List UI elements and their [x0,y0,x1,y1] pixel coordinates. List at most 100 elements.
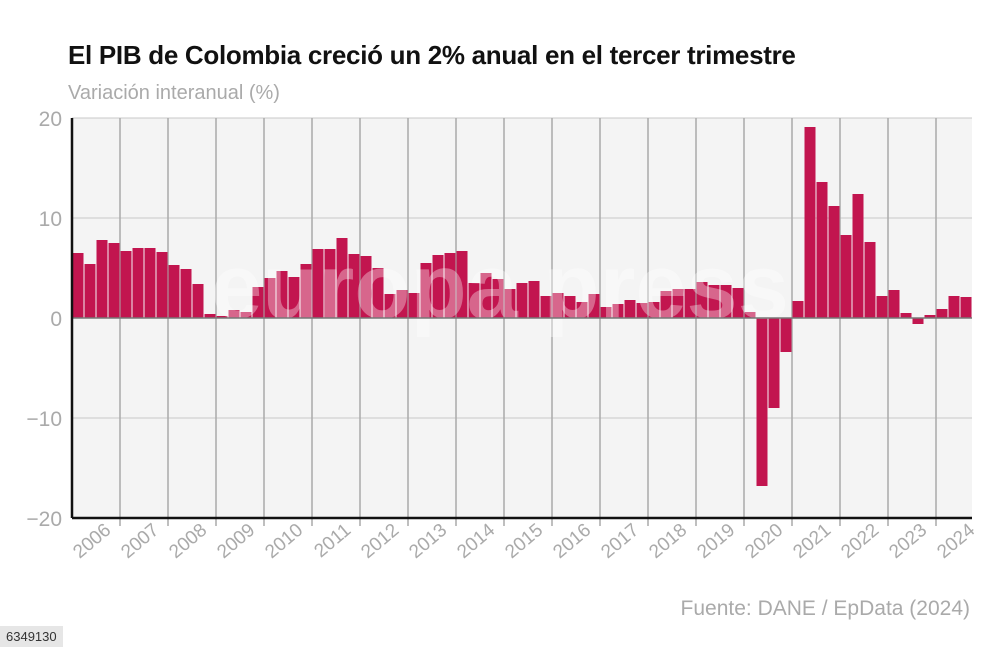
x-tick-label: 2024 [933,519,979,563]
chart-title: El PIB de Colombia creció un 2% anual en… [68,40,796,70]
bar [540,296,552,318]
bar [348,254,360,318]
x-tick-label: 2009 [213,520,259,563]
bar [780,318,792,352]
bar [288,277,300,318]
bar [240,312,252,318]
x-tick-label: 2023 [885,520,931,563]
bar [696,282,708,318]
bar [960,297,972,318]
y-tick-label: −10 [26,408,62,431]
bar [108,243,120,318]
bar [192,284,204,318]
bar [888,290,900,318]
bar [300,264,312,318]
bar [576,302,588,318]
x-tick-label: 2022 [837,520,883,563]
bar [660,291,672,318]
image-id-badge: 6349130 [0,626,63,647]
x-tick-label: 2010 [261,520,307,563]
bar [72,253,84,318]
bar [156,252,168,318]
x-tick-label: 2020 [741,520,787,563]
watermark: europa press [211,236,789,338]
bar [852,194,864,318]
bar [132,248,144,318]
bar [672,289,684,318]
bar [360,256,372,318]
bar [636,303,648,318]
x-tick-label: 2016 [549,520,595,563]
bar [768,318,780,408]
bar [396,290,408,318]
bar [624,300,636,318]
chart-subtitle: Variación interanual (%) [68,82,280,104]
x-tick-label: 2006 [69,520,115,563]
bar [600,307,612,318]
bar [564,296,576,318]
x-tick-label: 2008 [165,520,211,563]
bar [372,268,384,318]
y-tick-label: 0 [50,308,62,331]
bar [516,283,528,318]
bar [948,296,960,318]
bar [900,313,912,318]
bar [684,289,696,318]
bar [96,240,108,318]
bar [312,249,324,318]
source-note: Fuente: DANE / EpData (2024) [680,597,970,620]
bar [180,269,192,318]
x-tick-label: 2019 [693,520,739,563]
bar [756,318,768,486]
bar [144,248,156,318]
bar [480,273,492,318]
y-tick-label: 10 [39,208,62,231]
y-tick-label: 20 [39,108,62,131]
bar [612,304,624,318]
bar [552,293,564,318]
bar [732,288,744,318]
bar [720,285,732,318]
bar [456,251,468,318]
bar [420,263,432,318]
x-tick-label: 2021 [789,520,835,563]
bar [936,309,948,318]
bar [168,265,180,318]
bar [588,294,600,318]
bar [828,206,840,318]
bar [204,314,216,318]
bar [528,281,540,318]
bar [864,242,876,318]
bar [876,296,888,318]
bar [228,310,240,318]
bar [648,302,660,318]
x-tick-label: 2012 [357,520,403,563]
x-tick-label: 2015 [501,520,547,563]
x-tick-label: 2014 [453,519,499,563]
x-tick-label: 2011 [310,520,355,562]
bar [408,293,420,318]
bar [792,301,804,318]
bar [912,318,924,324]
bar [120,251,132,318]
bar [264,278,276,318]
x-tick-label: 2007 [117,520,163,563]
y-tick-label: −20 [26,508,62,531]
bar [216,316,228,318]
bar [444,253,456,318]
x-tick-label: 2018 [645,520,691,563]
bar [924,315,936,318]
bar [504,289,516,318]
bar [492,279,504,318]
bar [708,285,720,318]
bar [816,182,828,318]
bar [468,283,480,318]
bar [84,264,96,318]
bar [744,312,756,318]
x-tick-label: 2017 [597,520,643,563]
bar [324,249,336,318]
bar [840,235,852,318]
x-tick-label: 2013 [405,520,451,563]
bar [384,294,396,318]
